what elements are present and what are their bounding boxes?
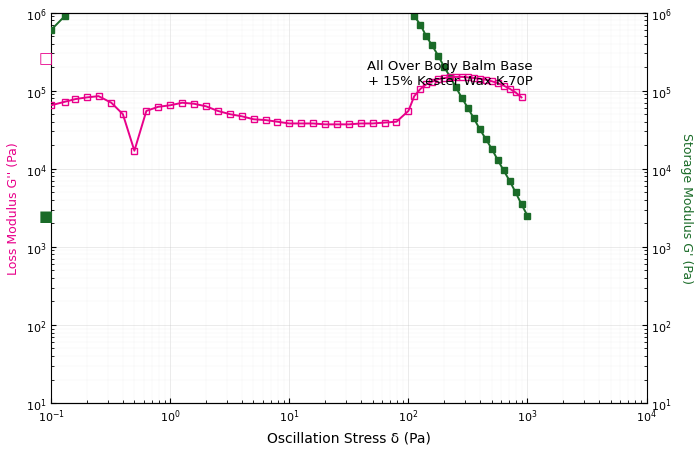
Text: All Over Body Balm Base
+ 15% Kester Wax K-70P: All Over Body Balm Base + 15% Kester Wax… [368, 60, 533, 88]
X-axis label: Oscillation Stress δ (Pa): Oscillation Stress δ (Pa) [267, 430, 430, 444]
Y-axis label: Loss Modulus G'' (Pa): Loss Modulus G'' (Pa) [7, 142, 20, 275]
Text: ■: ■ [38, 209, 52, 224]
Y-axis label: Storage Modulus G' (Pa): Storage Modulus G' (Pa) [680, 133, 693, 284]
Text: □: □ [38, 51, 52, 66]
